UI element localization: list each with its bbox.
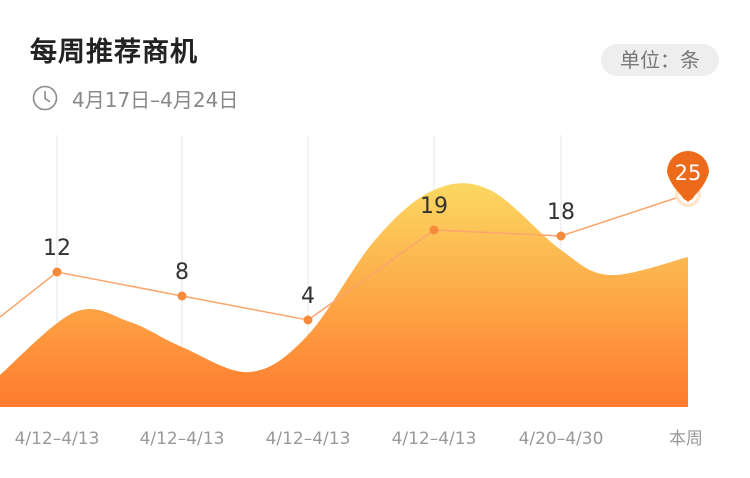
data-point [52, 267, 62, 277]
x-tick-label: 4/12–4/13 [140, 429, 225, 449]
x-tick-label: 4/20–4/30 [519, 429, 604, 449]
highlight-pin: 25 [667, 151, 709, 202]
x-tick-label: 4/12–4/13 [15, 429, 100, 449]
x-tick-label: 4/12–4/13 [392, 429, 477, 449]
date-range-row: 4月17日–4月24日 [32, 84, 238, 112]
highlight-value-label: 25 [675, 161, 702, 185]
page-title: 每周推荐商机 [30, 37, 198, 68]
label-layer: 12 4/12–4/13 8 4/12–4/13 4 4/12–4/13 19 4/12–4/… [15, 194, 703, 449]
data-label: 8 [175, 260, 189, 285]
data-label: 19 [420, 194, 448, 219]
data-label: 12 [43, 236, 71, 261]
data-point [556, 231, 566, 241]
date-range-text: 4月17日–4月24日 [72, 87, 239, 112]
data-point [303, 315, 313, 325]
x-tick-label: 本周 [669, 429, 703, 449]
data-label: 18 [547, 200, 575, 225]
data-label: 4 [301, 284, 315, 309]
x-tick-label: 4/12–4/13 [266, 429, 351, 449]
pin-marker-shape [667, 151, 709, 202]
data-point [177, 291, 187, 301]
data-point [429, 225, 439, 235]
unit-badge: 单位：条 [601, 44, 719, 76]
clock-icon [32, 85, 58, 111]
